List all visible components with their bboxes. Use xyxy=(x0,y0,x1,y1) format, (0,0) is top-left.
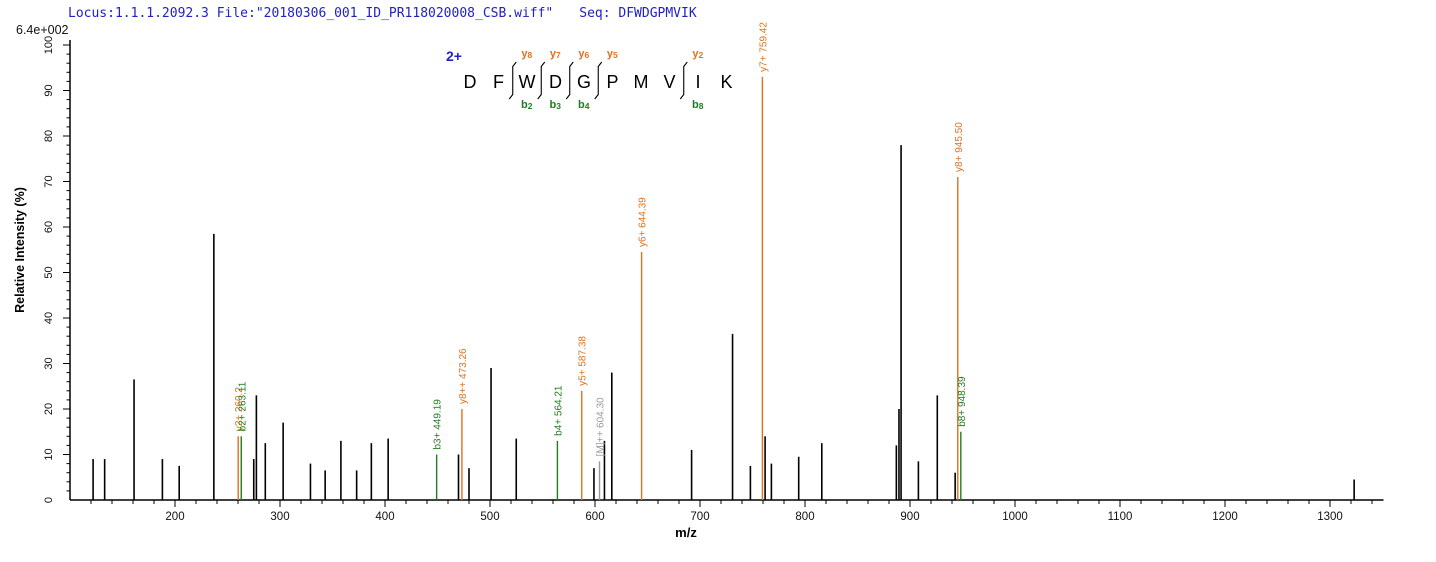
cleavage-mark xyxy=(537,61,546,100)
b-ion-label-b8: b8 xyxy=(692,99,704,111)
peak-y7-label: y7+ 759.42 xyxy=(758,22,769,72)
x-tick-label: 300 xyxy=(270,511,289,523)
y-ion-label-y2: y2 xyxy=(692,48,703,60)
peak-y6-label: y6+ 644.39 xyxy=(638,197,649,247)
x-tick-label: 400 xyxy=(375,511,394,523)
x-tick-label: 200 xyxy=(165,511,184,523)
y-ion-label-y8: y8 xyxy=(521,48,532,60)
spectrum-peaks xyxy=(92,145,1355,500)
y-tick-label: 100 xyxy=(43,36,55,54)
x-axis: 200 300 400 500 600 700 800 900 1000 1100 1200 1300… xyxy=(70,499,1384,540)
locus-file-text: Locus:1.1.1.2092.3 File:"20180306_001_ID… xyxy=(68,6,554,21)
intensity-scale-label: 6.4e+002 xyxy=(16,23,69,37)
residue-5-P: P xyxy=(606,72,618,92)
y-axis-title: Relative Intensity (%) xyxy=(13,187,27,313)
peak-b2-label: b2+ 263.11 xyxy=(237,381,248,431)
peak-b8-label: b8+ 948.39 xyxy=(957,376,968,427)
x-tick-label: 900 xyxy=(900,511,919,523)
x-tick-label: 500 xyxy=(480,511,499,523)
peak-b4-label: b4+ 564.21 xyxy=(553,385,564,436)
y-tick-label: 30 xyxy=(43,357,55,369)
y-tick-label: 20 xyxy=(43,403,55,415)
residue-4-G: G xyxy=(577,72,591,92)
x-tick-label: 600 xyxy=(585,511,604,523)
cleavage-mark xyxy=(594,61,603,100)
x-axis-title: m/z xyxy=(675,525,697,540)
residue-6-M: M xyxy=(634,72,649,92)
y-axis: 0 10 20 30 40 50 60 70 80 90 100 Relative Intensity… xyxy=(13,36,71,503)
residue-2-W: W xyxy=(519,72,536,92)
x-tick-label: 1200 xyxy=(1212,511,1238,523)
x-tick-label: 1000 xyxy=(1002,511,1028,523)
y-tick-label: 60 xyxy=(43,221,55,233)
y-tick-label: 10 xyxy=(43,448,55,460)
b-ion-label-b4: b4 xyxy=(578,99,590,111)
y-ion-label-y6: y6 xyxy=(578,48,589,60)
x-tick-label: 800 xyxy=(795,511,814,523)
y-tick-label: 40 xyxy=(43,312,55,324)
residue-1-F: F xyxy=(493,72,504,92)
x-tick-label: 1300 xyxy=(1317,511,1343,523)
y-ion-label-y7: y7 xyxy=(550,48,561,60)
residue-3-D: D xyxy=(549,72,562,92)
cleavage-mark xyxy=(679,61,688,100)
peak-y5-label: y5+ 587.38 xyxy=(578,336,589,386)
y-tick-label: 70 xyxy=(43,175,55,187)
y-ion-label-y5: y5 xyxy=(607,48,618,60)
residue-9-K: K xyxy=(720,72,732,92)
header-line: Locus:1.1.1.2092.3 File:"20180306_001_ID… xyxy=(68,6,697,21)
x-tick-label: 1100 xyxy=(1108,511,1133,523)
peak-y2-label: y2+ 260.2 xyxy=(234,387,245,432)
b-ion-label-b3: b3 xyxy=(550,99,562,111)
b-ion-label-b2: b2 xyxy=(521,99,533,111)
sequence-text: Seq: DFWDGPMVIK xyxy=(579,6,697,21)
y-tick-label: 80 xyxy=(43,130,55,142)
peak-b3-label: b3+ 449.19 xyxy=(433,399,444,450)
cleavage-mark xyxy=(565,61,574,100)
precursor-charge-label: 2+ xyxy=(446,48,462,64)
residue-8-I: I xyxy=(695,72,700,92)
y-tick-label: 50 xyxy=(43,266,55,278)
x-tick-label: 700 xyxy=(690,511,709,523)
peak-y8-label: y8+ 945.50 xyxy=(954,122,965,172)
peak-M-label: [M]++ 604.30 xyxy=(596,397,607,456)
y-tick-label: 0 xyxy=(43,497,55,503)
peak-y8-label: y8++ 473.26 xyxy=(458,348,469,404)
residue-7-V: V xyxy=(663,72,675,92)
cleavage-mark xyxy=(508,61,517,100)
y-tick-label: 90 xyxy=(43,84,55,96)
ion-annotations: y2+ 260.2b2+ 263.11 b3+ 449.19 y8++ 473.26… xyxy=(234,22,968,500)
residue-0-D: D xyxy=(464,72,477,92)
